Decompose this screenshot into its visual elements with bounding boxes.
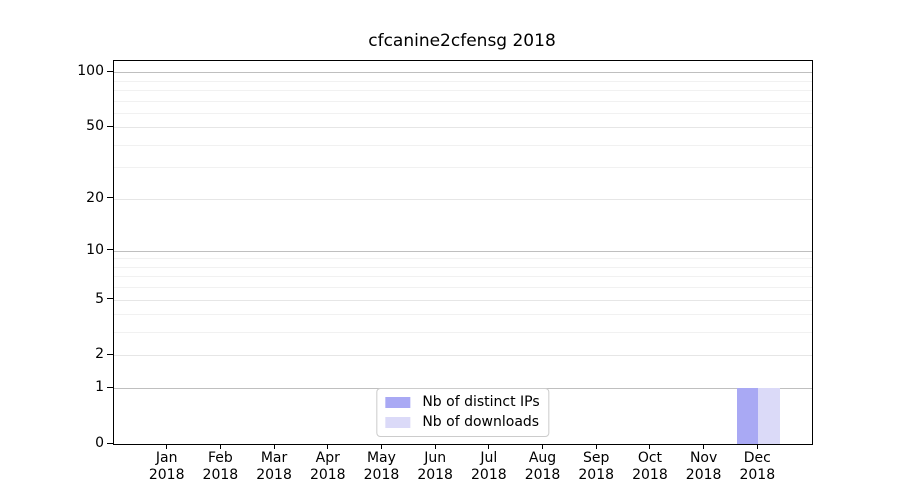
legend-swatch-downloads-icon bbox=[385, 417, 411, 428]
legend-item-distinct-ips: Nb of distinct IPs bbox=[385, 394, 540, 410]
gridline-minor bbox=[114, 287, 812, 289]
x-tick-label-feb: Feb 2018 bbox=[188, 450, 252, 484]
x-tick-year: 2018 bbox=[417, 467, 453, 483]
y-tick-mark bbox=[107, 197, 113, 199]
x-tick-month: Oct bbox=[637, 450, 663, 466]
gridline-minor bbox=[114, 80, 812, 82]
y-tick-label: 50 bbox=[86, 118, 104, 135]
gridline-minor bbox=[114, 314, 812, 316]
gridline-major bbox=[114, 127, 812, 129]
x-tick-month: Feb bbox=[207, 450, 233, 466]
y-tick-mark bbox=[107, 386, 113, 388]
gridline-major bbox=[114, 355, 812, 357]
gridline-major-decade bbox=[114, 72, 812, 74]
x-tick-year: 2018 bbox=[363, 467, 400, 483]
x-tick-label-jun: Jun 2018 bbox=[403, 450, 467, 484]
bar-distinct-ips-dec bbox=[736, 388, 759, 444]
bar-layer bbox=[114, 61, 812, 444]
x-tick-month: Dec bbox=[743, 450, 771, 466]
x-tick-month: Aug bbox=[528, 450, 557, 466]
x-tick-year: 2018 bbox=[739, 467, 776, 483]
y-tick-label: 100 bbox=[77, 63, 104, 80]
x-tick-mark bbox=[542, 444, 544, 449]
x-tick-month: May bbox=[366, 450, 396, 466]
y-tick-label: 5 bbox=[95, 290, 104, 307]
chart-title: cfcanine2cfensg 2018 bbox=[368, 31, 556, 51]
gridline-major bbox=[114, 198, 812, 200]
gridline-major bbox=[114, 299, 812, 301]
x-tick-label-dec: Dec 2018 bbox=[725, 450, 789, 484]
x-tick-month: Mar bbox=[260, 450, 288, 466]
x-tick-year: 2018 bbox=[256, 467, 292, 483]
y-tick-label: 0 bbox=[95, 435, 104, 451]
x-tick-month: Nov bbox=[689, 450, 718, 466]
y-tick-label: 2 bbox=[95, 346, 104, 363]
legend-swatch-distinct-ips-icon bbox=[385, 397, 411, 408]
gridline-minor bbox=[114, 258, 812, 260]
x-tick-label-jul: Jul 2018 bbox=[457, 450, 521, 484]
gridline-minor bbox=[114, 89, 812, 91]
x-tick-year: 2018 bbox=[578, 467, 615, 483]
legend-label-downloads: Nb of downloads bbox=[422, 414, 540, 430]
y-tick-label: 1 bbox=[95, 379, 104, 396]
x-tick-label-apr: Apr 2018 bbox=[296, 450, 360, 484]
gridline-minor bbox=[114, 112, 812, 114]
x-tick-year: 2018 bbox=[632, 467, 668, 483]
x-tick-label-aug: Aug 2018 bbox=[511, 450, 575, 484]
x-tick-mark bbox=[595, 444, 597, 449]
gridline-minor bbox=[114, 100, 812, 102]
gridline-minor bbox=[114, 167, 812, 169]
x-tick-mark bbox=[166, 444, 168, 449]
x-tick-mark bbox=[273, 444, 275, 449]
x-tick-label-oct: Oct 2018 bbox=[618, 450, 682, 484]
legend-label-distinct-ips: Nb of distinct IPs bbox=[422, 394, 540, 410]
x-tick-mark bbox=[434, 444, 436, 449]
x-tick-year: 2018 bbox=[471, 467, 507, 483]
x-tick-mark bbox=[219, 444, 221, 449]
gridline-major-decade bbox=[114, 250, 812, 252]
y-tick-mark bbox=[107, 298, 113, 300]
plot-area: Nb of distinct IPs Nb of downloads bbox=[113, 60, 813, 445]
x-tick-month: Jul bbox=[480, 450, 498, 466]
x-tick-year: 2018 bbox=[309, 467, 346, 483]
y-tick-mark bbox=[107, 125, 113, 127]
x-tick-mark bbox=[756, 444, 758, 449]
x-tick-mark bbox=[380, 444, 382, 449]
bar-downloads-dec bbox=[758, 388, 780, 444]
x-tick-year: 2018 bbox=[685, 467, 722, 483]
x-tick-label-sep: Sep 2018 bbox=[564, 450, 628, 484]
legend: Nb of distinct IPs Nb of downloads bbox=[376, 388, 550, 437]
x-tick-month: Jun bbox=[424, 450, 447, 466]
x-tick-mark bbox=[703, 444, 705, 449]
x-tick-month: Apr bbox=[315, 450, 340, 466]
y-tick-mark bbox=[107, 249, 113, 251]
x-tick-year: 2018 bbox=[202, 467, 239, 483]
y-tick-mark bbox=[107, 70, 113, 72]
gridline-minor bbox=[114, 144, 812, 146]
x-tick-mark bbox=[327, 444, 329, 449]
x-tick-label-mar: Mar 2018 bbox=[242, 450, 306, 484]
y-tick-mark bbox=[107, 353, 113, 355]
legend-item-downloads: Nb of downloads bbox=[385, 415, 539, 430]
gridline-minor bbox=[114, 332, 812, 334]
x-tick-year: 2018 bbox=[524, 467, 561, 483]
y-tick-label: 20 bbox=[86, 189, 104, 206]
x-tick-label-jan: Jan 2018 bbox=[135, 450, 199, 484]
x-tick-label-nov: Nov 2018 bbox=[672, 450, 736, 484]
gridline-minor bbox=[114, 266, 812, 268]
x-tick-label-may: May 2018 bbox=[349, 450, 413, 484]
y-tick-mark bbox=[107, 442, 113, 444]
x-tick-month: Sep bbox=[583, 450, 610, 466]
gridline-minor bbox=[114, 276, 812, 278]
y-tick-label: 10 bbox=[86, 241, 104, 258]
x-tick-year: 2018 bbox=[148, 467, 185, 483]
x-tick-mark bbox=[649, 444, 651, 449]
x-tick-mark bbox=[488, 444, 490, 449]
x-tick-month: Jan bbox=[155, 450, 178, 466]
